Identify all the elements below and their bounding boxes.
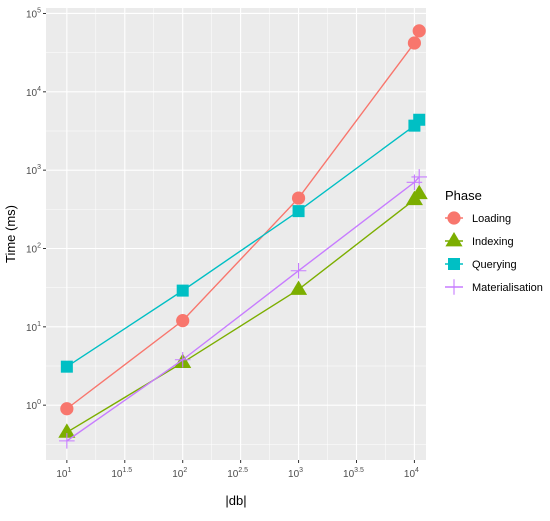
x-tick-exponent: 2	[183, 467, 187, 474]
x-tick-base: 10	[56, 469, 68, 480]
series-indexing	[58, 184, 428, 438]
x-tick-label: 102	[172, 467, 187, 480]
y-tick-exponent: 3	[37, 164, 41, 171]
x-tick-base: 10	[172, 469, 184, 480]
y-tick-label: 101	[26, 321, 41, 334]
legend-label: Indexing	[472, 236, 514, 248]
legend: Loading Indexing Querying Materialisation	[445, 211, 543, 295]
y-tick-exponent: 4	[37, 86, 41, 93]
x-tick-label: 103.5	[343, 467, 364, 480]
loading-point	[412, 24, 426, 38]
legend-key-circle	[447, 211, 461, 225]
y-tick-base: 10	[26, 166, 38, 177]
legend-item-materialisation: Materialisation	[445, 279, 543, 295]
y-tick-base: 10	[26, 9, 38, 20]
x-tick-base: 10	[404, 469, 416, 480]
x-axis-title: |db|	[225, 493, 246, 508]
indexing-point	[290, 280, 308, 295]
querying-point	[413, 113, 426, 126]
querying-point	[176, 284, 189, 297]
legend-key-square	[448, 258, 460, 270]
materialisation-point	[174, 351, 191, 368]
panel-background	[46, 8, 426, 460]
loading-point	[407, 36, 422, 50]
series-querying	[60, 113, 426, 373]
y-tick-exponent: 0	[37, 399, 41, 406]
x-tick-label: 104	[404, 467, 419, 480]
x-tick-exponent: 1.5	[122, 467, 132, 474]
x-tick-exponent: 4	[415, 467, 419, 474]
x-tick-exponent: 1	[67, 467, 71, 474]
x-tick-base: 10	[111, 469, 123, 480]
grid-minor	[37, 8, 426, 460]
y-tick-exponent: 1	[37, 321, 41, 328]
y-tick-exponent: 2	[37, 242, 41, 249]
x-tick-label: 102.5	[227, 467, 248, 480]
loading-point	[176, 314, 190, 328]
x-tick-base: 10	[288, 469, 300, 480]
x-tick-base: 10	[227, 469, 239, 480]
y-tick-base: 10	[26, 88, 38, 99]
x-tick-base: 10	[343, 469, 355, 480]
indexing-point	[410, 184, 428, 200]
series-loading	[60, 24, 426, 416]
loading-point	[291, 191, 306, 205]
x-axis-ticks: 101 101.5 102 102.5 103 103.5 104	[56, 460, 419, 480]
legend-label: Materialisation	[472, 282, 543, 294]
x-tick-exponent: 3	[299, 467, 303, 474]
legend-title: Phase	[445, 188, 482, 203]
legend-key-triangle	[445, 232, 463, 247]
y-tick-base: 10	[26, 323, 38, 334]
y-tick-label: 102	[26, 242, 41, 255]
materialisation-point	[59, 433, 75, 449]
x-tick-label: 103	[288, 467, 303, 480]
legend-label: Loading	[472, 213, 511, 225]
loading-point	[60, 402, 74, 416]
querying-point	[292, 205, 305, 218]
legend-item-querying: Querying	[445, 258, 517, 271]
y-tick-label: 103	[26, 164, 41, 177]
series-layer	[58, 24, 428, 449]
x-tick-exponent: 2.5	[238, 467, 248, 474]
y-tick-label: 100	[26, 399, 41, 412]
series-materialisation	[59, 169, 428, 449]
y-tick-label: 105	[26, 7, 41, 20]
legend-key-plus	[446, 279, 462, 295]
y-tick-label: 104	[26, 86, 41, 99]
x-tick-label: 101	[56, 467, 71, 480]
legend-label: Querying	[472, 259, 517, 271]
querying-point	[60, 360, 73, 373]
materialisation-point	[411, 169, 428, 185]
legend-item-loading: Loading	[445, 211, 511, 225]
indexing-point	[58, 423, 76, 438]
materialisation-point	[290, 262, 307, 279]
x-tick-exponent: 3.5	[354, 467, 364, 474]
y-tick-base: 10	[26, 401, 38, 412]
y-tick-exponent: 5	[37, 7, 41, 14]
y-tick-base: 10	[26, 244, 38, 255]
grid-major	[46, 8, 426, 460]
legend-item-indexing: Indexing	[445, 232, 514, 248]
y-axis-title: Time (ms)	[3, 205, 18, 263]
x-tick-label: 101.5	[111, 467, 132, 480]
